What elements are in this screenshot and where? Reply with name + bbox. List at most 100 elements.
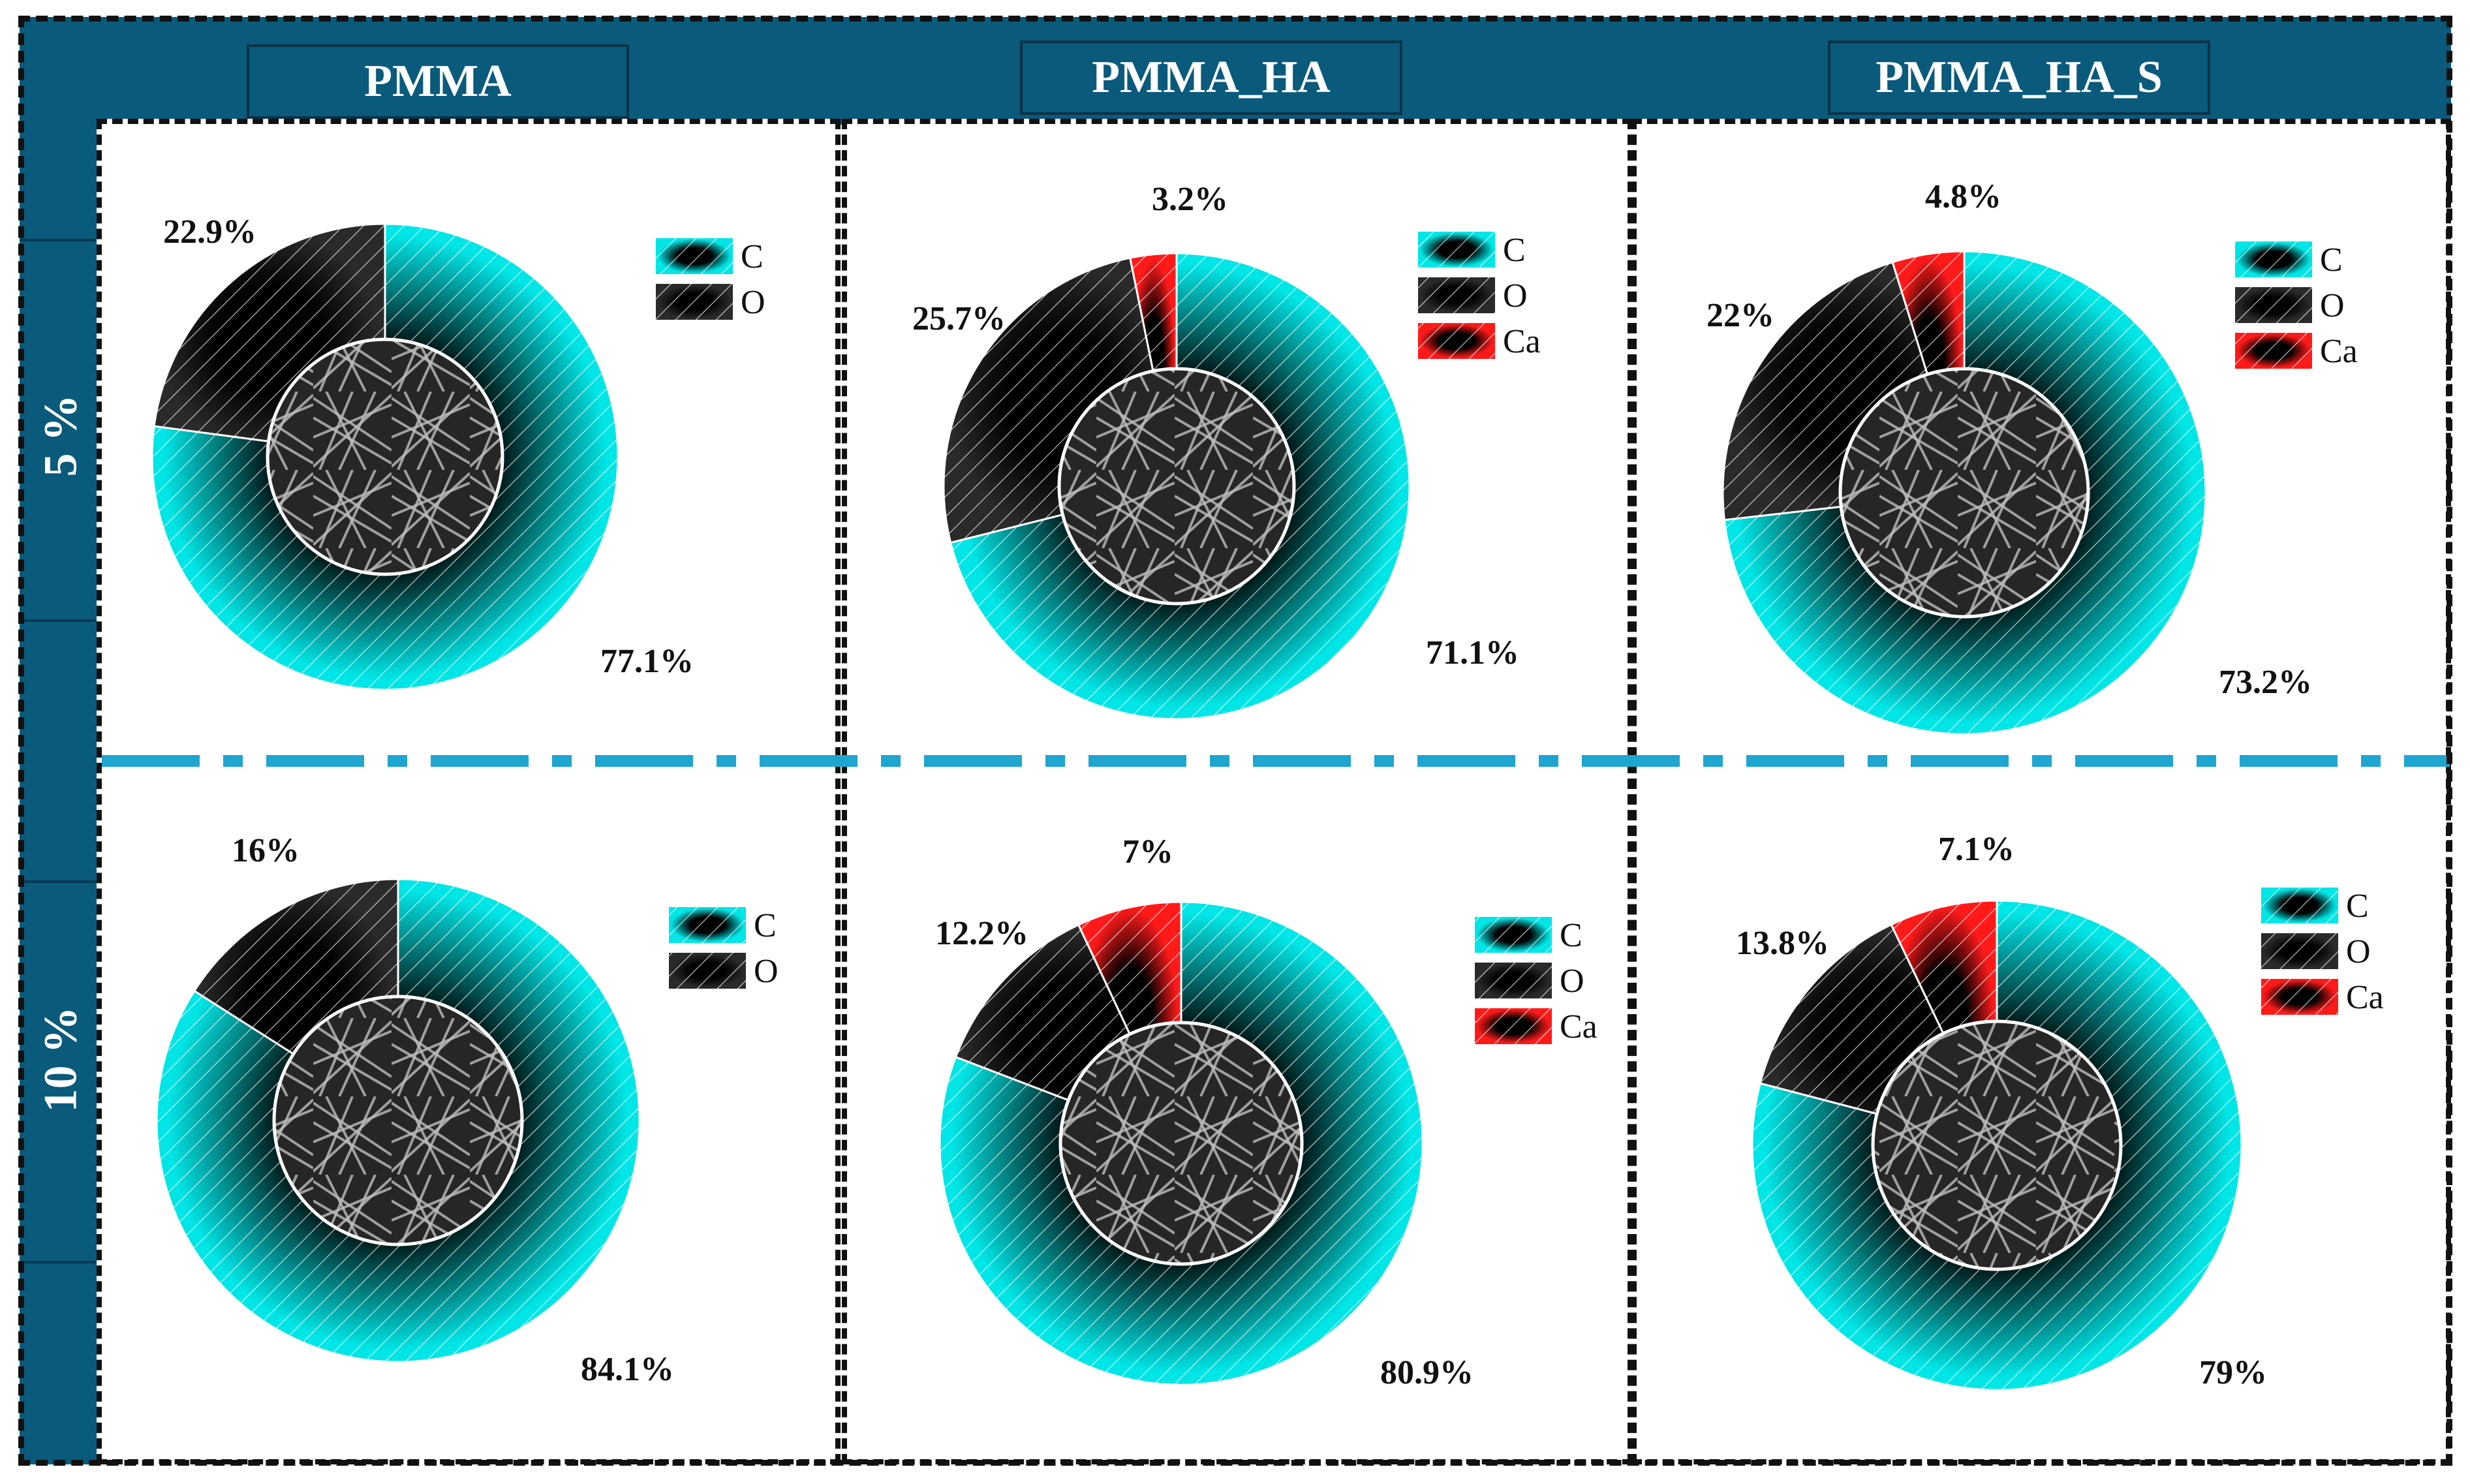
data-label-c: 84.1%	[581, 1351, 674, 1388]
legend-swatch-hatch-o	[2235, 287, 2312, 323]
legend-label-ca: Ca	[1560, 1008, 1598, 1045]
outer-frame	[18, 16, 2452, 1466]
row-cell-10	[20, 880, 102, 1261]
separator-dash	[1417, 755, 1515, 767]
separator-dash	[2075, 755, 2173, 767]
data-label-o: 25.7%	[912, 300, 1006, 337]
separator-dash	[760, 755, 857, 767]
donut-chart-4: 80.9% 12.2% 7% CO Ca	[935, 833, 1598, 1391]
legend-label-o: O	[754, 953, 779, 990]
data-label-ca: 4.8%	[1925, 178, 2001, 215]
separator-dash	[1539, 755, 1558, 767]
separator-dash	[1582, 755, 1680, 767]
column-header-pmma-ha: PMMA_HA	[1020, 40, 1402, 115]
legend-label-c: C	[741, 238, 764, 275]
legend-label-ca: Ca	[2346, 979, 2384, 1016]
separator-dash	[1210, 755, 1229, 767]
legend-label-ca: Ca	[1503, 323, 1541, 360]
data-label-o: 22%	[1706, 297, 1774, 334]
legend-label-o: O	[2346, 933, 2371, 970]
data-label-c: 71.1%	[1426, 634, 1519, 672]
data-label-c: 73.2%	[2219, 664, 2312, 701]
data-label-o: 13.8%	[1736, 925, 1829, 962]
separator-dash	[2361, 755, 2381, 767]
donut-chart-2: 73.2% 22% 4.8% CO Ca	[1706, 178, 2358, 735]
separator-dash	[1746, 755, 1844, 767]
row-label-band	[20, 17, 102, 1464]
data-label-ca: 7.1%	[1938, 831, 2015, 868]
separator-dash	[223, 755, 243, 767]
legend-label-o: O	[741, 284, 765, 321]
legend-swatch-hatch-c	[1475, 917, 1552, 953]
micrograph-inset	[272, 995, 524, 1246]
legend-label-c: C	[754, 907, 777, 944]
separator-dash	[2240, 755, 2338, 767]
separator-dash	[924, 755, 1022, 767]
separator-dash	[1911, 755, 2009, 767]
separator-dash	[102, 755, 200, 767]
row-cell-spacer	[20, 619, 102, 880]
legend-label-o: O	[1503, 277, 1528, 315]
column-header-pmma-ha-s: PMMA_HA_S	[1828, 40, 2210, 115]
separator-dash	[266, 755, 364, 767]
legend-swatch-hatch-ca	[1475, 1008, 1552, 1044]
separator-dash	[1703, 755, 1723, 767]
legend-swatch-hatch-c	[669, 907, 746, 943]
micrograph-inset	[1871, 1019, 2123, 1271]
legend-swatch-hatch-c	[2235, 241, 2312, 277]
separator-dash	[2197, 755, 2216, 767]
legend-label-c: C	[2346, 888, 2369, 925]
micrograph-inset	[266, 337, 504, 576]
separator-dash	[595, 755, 693, 767]
separator-dash	[1868, 755, 1887, 767]
separator-dash	[2404, 755, 2450, 767]
separator-dash	[552, 755, 572, 767]
donut-chart-1: 71.1% 25.7% 3.2% CO Ca	[912, 181, 1541, 720]
legend-swatch-hatch-o	[656, 284, 733, 320]
legend-swatch-hatch-ca	[2235, 333, 2312, 369]
legend-label-o: O	[2320, 287, 2345, 324]
legend-swatch-hatch-ca	[2261, 979, 2338, 1015]
data-label-c: 77.1%	[600, 643, 694, 680]
separator-dash	[1045, 755, 1065, 767]
legend-label-o: O	[1560, 963, 1584, 1000]
legend-swatch-hatch-c	[1418, 232, 1495, 268]
data-label-o: 22.9%	[163, 213, 256, 251]
legend-swatch-hatch-ca	[1418, 323, 1495, 359]
data-label-c: 80.9%	[1380, 1354, 1474, 1391]
donut-chart-0: 77.1% 22.9% CO	[151, 213, 765, 691]
micrograph-inset	[1057, 367, 1296, 606]
donut-chart-5: 79% 13.8% 7.1% CO Ca	[1736, 831, 2384, 1391]
legend-label-c: C	[2320, 241, 2343, 279]
legend-swatch-hatch-c	[656, 238, 733, 274]
separator-dash	[1374, 755, 1394, 767]
separator-dash	[431, 755, 529, 767]
column-header-pmma: PMMA	[247, 44, 629, 119]
data-label-o: 12.2%	[935, 915, 1028, 952]
legend-swatch-hatch-c	[2261, 888, 2338, 923]
separator-dash	[388, 755, 407, 767]
legend-label-c: C	[1503, 232, 1526, 269]
legend-label-ca: Ca	[2320, 333, 2358, 370]
row-cell-bottom	[20, 1261, 102, 1457]
legend-swatch-hatch-o	[669, 953, 746, 989]
separator-dash	[881, 755, 901, 767]
legend-swatch-hatch-o	[1418, 277, 1495, 313]
separator-dash	[1088, 755, 1186, 767]
separator-dash	[2032, 755, 2052, 767]
row-cell-5	[20, 239, 102, 619]
micrograph-inset	[1058, 1021, 1304, 1266]
data-label-ca: 3.2%	[1152, 181, 1228, 218]
micrograph-inset	[1838, 367, 2090, 619]
data-label-c: 79%	[2199, 1354, 2267, 1391]
data-label-o: 16%	[232, 832, 300, 869]
separator-dash	[1253, 755, 1351, 767]
legend-swatch-hatch-o	[1475, 963, 1552, 998]
data-label-ca: 7%	[1122, 833, 1173, 871]
donut-chart-3: 84.1% 16% CO	[155, 832, 779, 1388]
separator-dash	[717, 755, 736, 767]
legend-label-c: C	[1560, 917, 1582, 954]
legend-swatch-hatch-o	[2261, 933, 2338, 969]
